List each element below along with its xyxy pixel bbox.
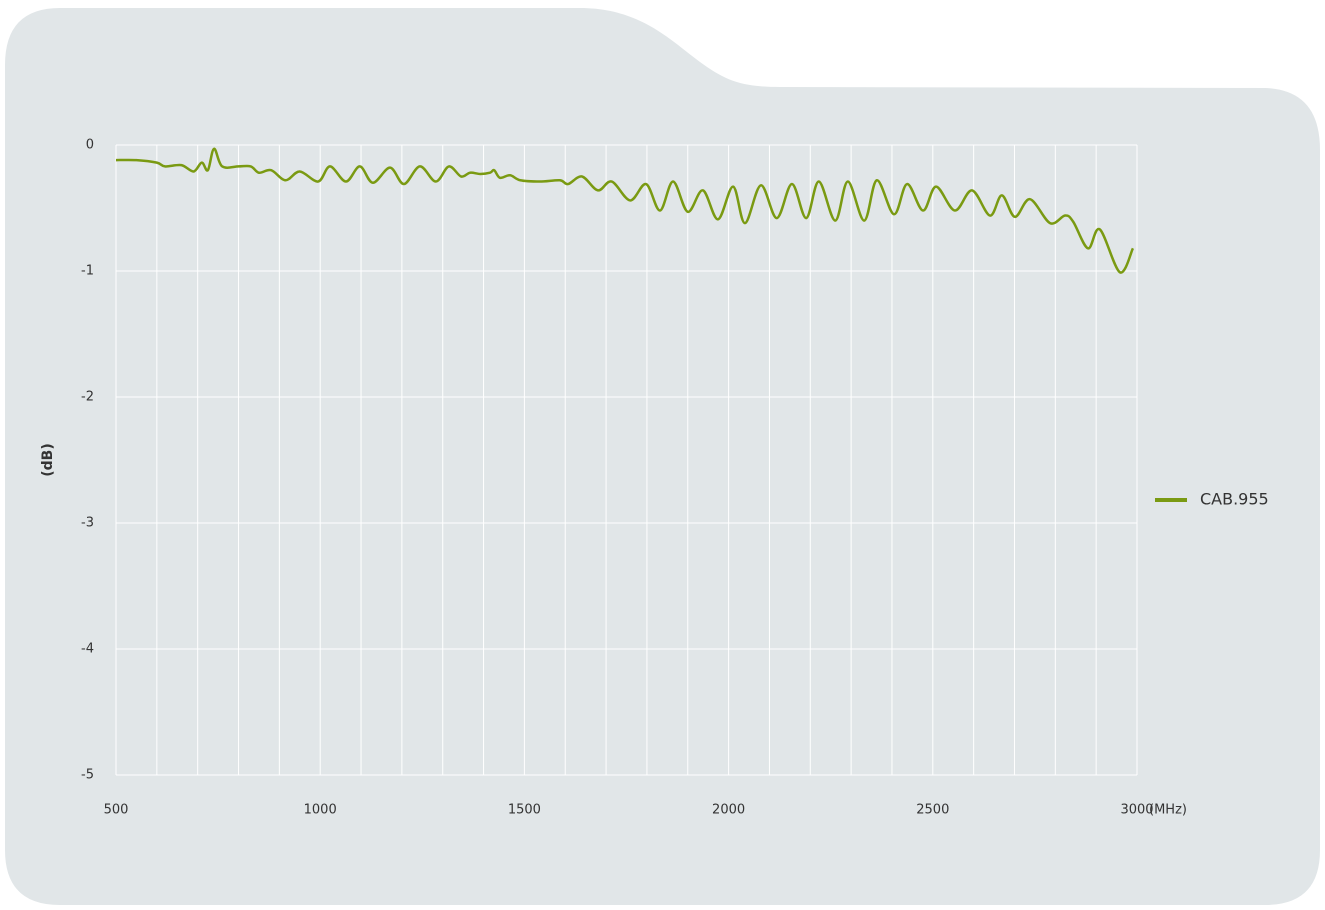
y-tick-label: -2: [81, 390, 94, 405]
x-tick-label: 2000: [712, 803, 745, 818]
y-axis-label: (dB): [40, 443, 56, 477]
x-tick-label: 2500: [916, 803, 949, 818]
x-tick-label: 1000: [304, 803, 337, 818]
panel-background: [5, 8, 1320, 905]
y-tick-label: -3: [81, 516, 94, 531]
y-tick-label: 0: [86, 138, 94, 153]
x-tick-label: 1500: [508, 803, 541, 818]
y-tick-label: -5: [81, 768, 94, 783]
x-axis-unit: (MHz): [1149, 803, 1187, 818]
y-tick-label: -4: [81, 642, 94, 657]
x-tick-label: 3000: [1120, 803, 1153, 818]
legend-label: CAB.955: [1200, 490, 1269, 509]
y-tick-label: -1: [81, 264, 94, 279]
data-line: [115, 147, 1135, 274]
x-tick-label: 500: [104, 803, 129, 818]
